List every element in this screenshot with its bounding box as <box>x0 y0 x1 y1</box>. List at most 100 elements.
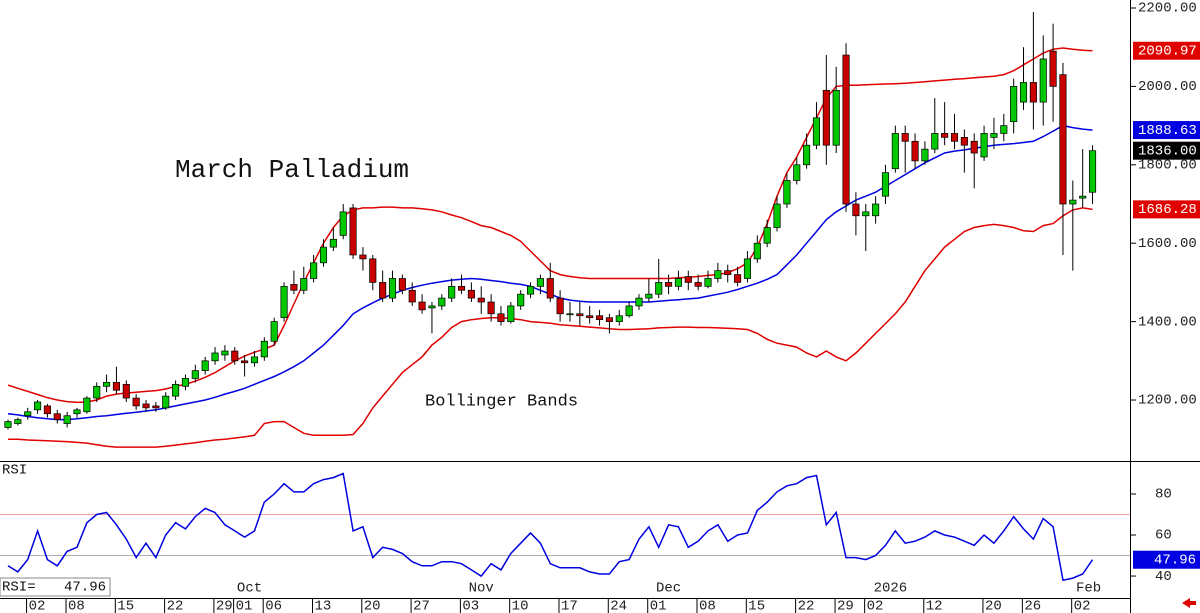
candle-body <box>694 282 702 287</box>
candle-body <box>112 382 120 391</box>
x-tick-label: 29 <box>837 599 854 613</box>
candle-body <box>921 148 929 162</box>
month-label: 2026 <box>874 581 908 597</box>
candle-body <box>605 317 613 322</box>
candle-body <box>960 137 968 146</box>
y-tick-label: 2200.00 <box>1138 1 1197 17</box>
scroll-arrow-icon[interactable] <box>1182 598 1196 608</box>
y-tick-label: 1600.00 <box>1138 236 1197 252</box>
candle-body <box>803 144 811 166</box>
x-tick-label: 01 <box>650 599 667 613</box>
candle-body <box>1039 58 1047 103</box>
y-tick-label: 1400.00 <box>1138 314 1197 330</box>
candle-body <box>704 278 712 287</box>
price-label: 2090.97 <box>1138 43 1197 59</box>
candle-body <box>970 140 978 154</box>
candle-body <box>152 405 160 409</box>
candle-body <box>901 133 909 142</box>
candle-body <box>132 397 140 407</box>
candle-body <box>339 211 347 236</box>
candle-body <box>1088 150 1097 193</box>
candle-body <box>497 313 505 322</box>
bollinger-band <box>8 207 1093 448</box>
candle-body <box>103 382 111 387</box>
candle-body <box>832 89 840 146</box>
candle-body <box>438 297 446 307</box>
x-tick-label: 02 <box>1074 599 1091 613</box>
price-label-box <box>1133 200 1200 219</box>
candle-body <box>793 164 801 181</box>
x-tick-label: 13 <box>314 599 331 613</box>
candle-body <box>477 297 485 303</box>
x-tick-label: 02 <box>29 599 46 613</box>
candle-body <box>1079 195 1087 199</box>
x-tick-label: 02 <box>867 599 884 613</box>
price-label-box <box>1133 121 1200 140</box>
candle-body <box>398 278 406 291</box>
candle-body <box>487 301 495 315</box>
candle-body <box>586 315 594 319</box>
candle-body <box>743 258 752 279</box>
candle-body <box>93 385 101 399</box>
candle-body <box>181 378 190 387</box>
candle-body <box>980 133 988 158</box>
rsi-legend-value: 47.96 <box>64 580 106 596</box>
candle-body <box>1069 199 1077 205</box>
candle-body <box>359 254 367 260</box>
candle-body <box>941 133 949 138</box>
candle-body <box>73 409 81 415</box>
candle-body <box>221 350 229 356</box>
candle-body <box>379 282 387 299</box>
candle-body <box>615 315 623 322</box>
candle-body <box>241 360 249 364</box>
candle-body <box>388 278 397 299</box>
candle-body <box>122 383 130 399</box>
x-tick-label: 08 <box>699 599 716 613</box>
candle-body <box>763 227 771 244</box>
candle-body <box>872 203 880 217</box>
candle-body <box>931 133 939 150</box>
candle-body <box>270 321 278 342</box>
candle-body <box>990 133 998 138</box>
price-label: 1836.00 <box>1138 143 1197 159</box>
candle-body <box>457 285 466 291</box>
candle-body <box>507 305 515 322</box>
x-tick-label: 22 <box>798 599 815 613</box>
candle-body <box>250 356 259 364</box>
candle-body <box>4 421 12 428</box>
month-label: Dec <box>656 581 681 597</box>
candle-body <box>536 278 544 287</box>
month-label: Oct <box>237 581 262 597</box>
x-tick-label: 10 <box>512 599 529 613</box>
y-tick-label: 2000.00 <box>1138 79 1197 95</box>
candle-body <box>467 289 475 299</box>
rsi-line <box>7 472 1094 582</box>
candle-body <box>211 352 219 362</box>
y-tick-label: 1800.00 <box>1138 158 1197 174</box>
x-tick-label: 15 <box>748 599 765 613</box>
candle-body <box>635 297 643 307</box>
candle-body <box>546 278 554 299</box>
candle-body <box>201 360 209 371</box>
candle-body <box>753 242 761 260</box>
candle-body <box>556 297 564 315</box>
chart-title: March Palladium <box>175 155 409 185</box>
candle-body <box>349 207 357 256</box>
candle-body <box>408 289 416 303</box>
price-label-box <box>1133 41 1200 60</box>
candle-body <box>369 258 377 283</box>
candle-body <box>566 313 574 316</box>
candle-body <box>43 405 51 415</box>
x-tick-label: 01 <box>236 599 253 613</box>
candle-body <box>1059 74 1067 205</box>
rsi-y-tick-label: 40 <box>1155 569 1172 585</box>
candle-body <box>881 172 890 197</box>
candle-body <box>34 401 42 411</box>
candle-body <box>448 285 456 299</box>
rsi-y-tick-label: 80 <box>1155 487 1172 503</box>
candle-body <box>1049 50 1057 87</box>
candle-body <box>674 278 682 287</box>
candle-body <box>911 140 919 162</box>
